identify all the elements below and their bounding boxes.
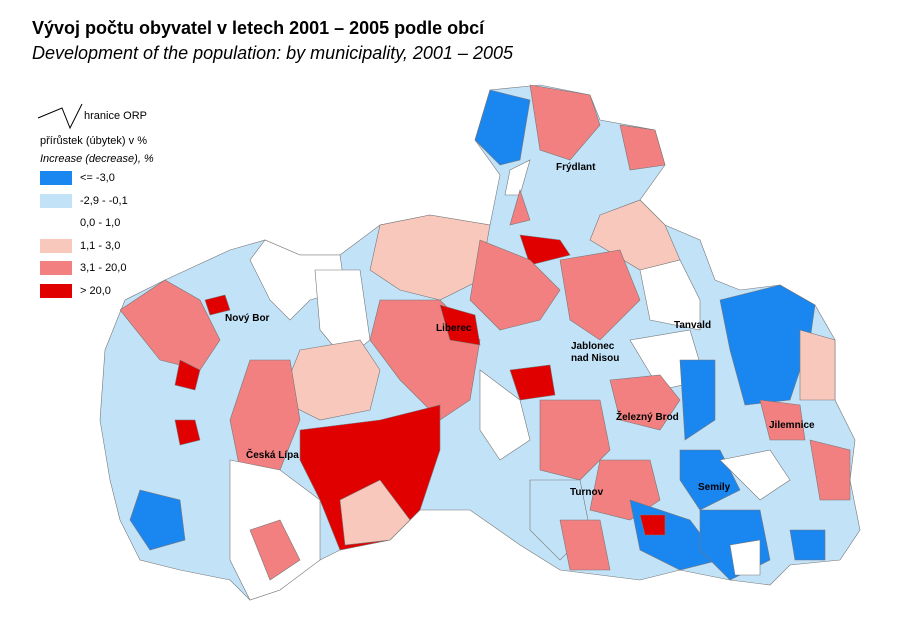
- legend-class-label: 0,0 - 1,0: [80, 217, 121, 230]
- area: [619, 124, 666, 171]
- town-label: Železný Brod: [616, 412, 679, 423]
- area: [759, 399, 806, 441]
- legend-class-label: -2,9 - -0,1: [80, 194, 128, 207]
- town-label: Jilemnice: [769, 420, 815, 431]
- area: [639, 259, 701, 331]
- area: [609, 374, 681, 431]
- town-label: Frýdlant: [556, 162, 596, 173]
- legend-heading-cz: přírůstek (úbytek) v %: [40, 135, 147, 147]
- map-title: Vývoj počtu obyvatel v letech 2001 – 200…: [32, 18, 485, 38]
- town-label: Nový Bor: [225, 313, 270, 324]
- legend-class-label: 1,1 - 3,0: [80, 239, 121, 252]
- town-label: Jablonec: [571, 341, 615, 352]
- area: [559, 249, 641, 341]
- legend-boundary-label: hranice ORP: [84, 110, 147, 122]
- legend-heading-en: Increase (decrease), %: [40, 153, 154, 165]
- map-subtitle: Development of the population: by munici…: [32, 43, 513, 63]
- town-label: Semily: [698, 482, 731, 493]
- legend-swatch: [40, 193, 72, 208]
- area: [174, 359, 201, 391]
- town-label: Tanvald: [674, 320, 712, 331]
- town-label: nad Nisou: [571, 353, 620, 364]
- area: [789, 529, 826, 561]
- area: [799, 329, 836, 401]
- legend-class-label: <= -3,0: [80, 172, 115, 184]
- town-label: Česká Lípa: [246, 450, 299, 461]
- area: [249, 239, 346, 321]
- area: [509, 188, 531, 226]
- area: [719, 449, 791, 501]
- area: [519, 234, 571, 266]
- area: [529, 84, 601, 161]
- area: [249, 519, 301, 581]
- area: [369, 214, 491, 301]
- area: [469, 239, 561, 331]
- area: [809, 439, 851, 501]
- area: [479, 369, 531, 461]
- legend-swatch: [40, 261, 72, 276]
- area: [474, 89, 531, 166]
- area: [204, 294, 231, 316]
- legend-swatch: [40, 171, 72, 185]
- area: [509, 364, 556, 401]
- legend-swatch: [40, 238, 72, 253]
- legend-swatch: [40, 284, 72, 298]
- legend-class-label: 3,1 - 20,0: [80, 262, 127, 275]
- area: [339, 479, 411, 546]
- boundary-legend-icon: [37, 103, 83, 130]
- town-label: Liberec: [436, 323, 472, 334]
- area: [174, 419, 201, 446]
- legend-class-label: > 20,0: [80, 285, 111, 297]
- area: [559, 519, 611, 571]
- area: [639, 514, 666, 536]
- area: [539, 399, 611, 481]
- town-label: Turnov: [570, 487, 604, 498]
- area: [129, 489, 186, 551]
- legend-swatch: [40, 216, 72, 231]
- area: [679, 359, 716, 441]
- area: [439, 304, 481, 346]
- area: [729, 539, 761, 576]
- area: [119, 279, 221, 371]
